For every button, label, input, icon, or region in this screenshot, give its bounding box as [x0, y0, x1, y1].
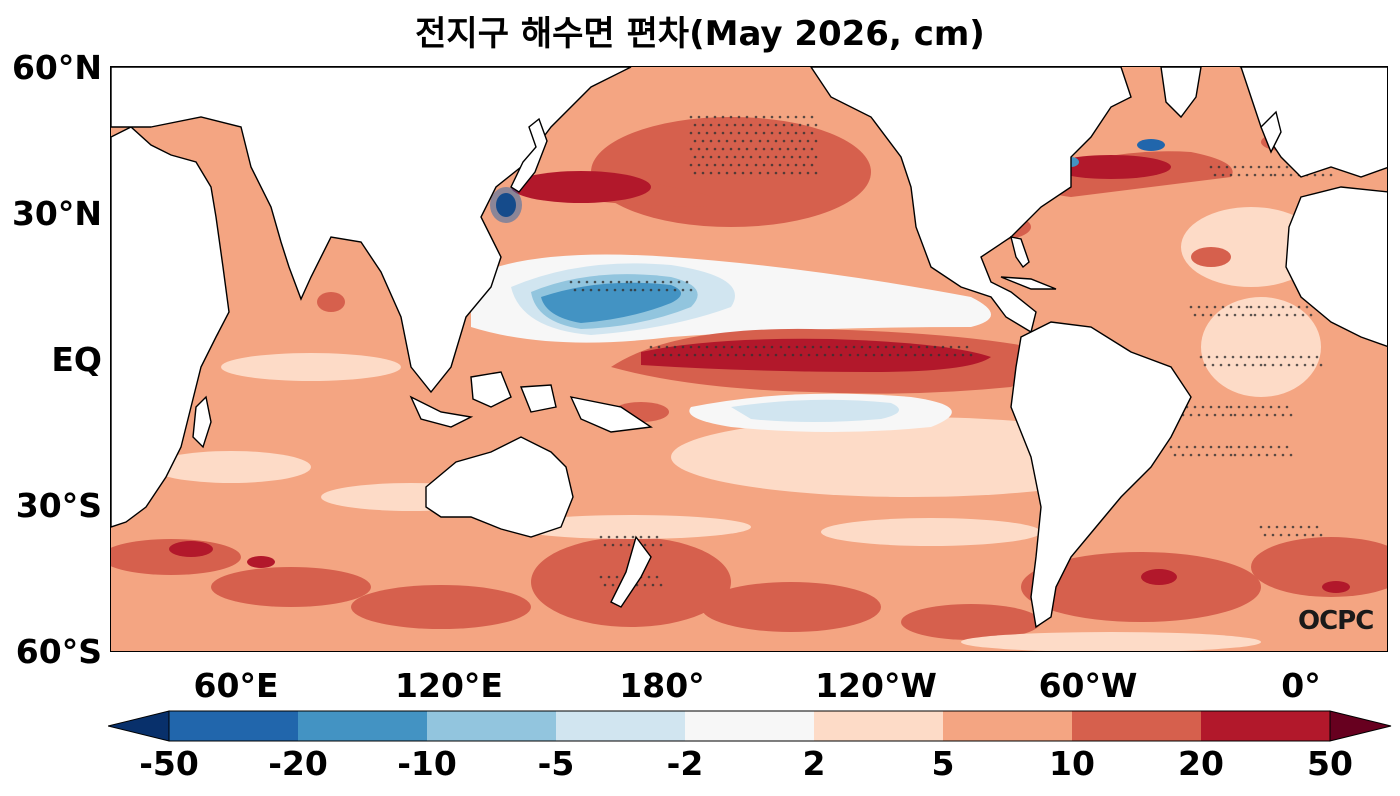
japan-landmass — [510, 117, 548, 193]
australia-landmass — [425, 436, 574, 538]
y-axis-label-30n: 30°N — [11, 194, 102, 233]
colorbar-segment — [814, 711, 943, 741]
sea-level-anomaly-map — [110, 66, 1388, 652]
x-axis-label-120w: 120°W — [815, 666, 937, 705]
western-pacific-negative-anomaly — [541, 282, 681, 323]
colorbar-segment — [169, 711, 298, 741]
x-axis-label-60e: 60°E — [193, 666, 279, 705]
land-masses — [111, 67, 1387, 629]
colorbar-segment — [943, 711, 1072, 741]
y-axis-label-eq: EQ — [51, 340, 102, 379]
colorbar-label: -5 — [537, 744, 575, 783]
west-africa-landmass — [1285, 186, 1387, 348]
colorbar-segment — [298, 711, 427, 741]
colorbar-label: -10 — [397, 744, 457, 783]
kuroshio-extension-anomaly — [511, 171, 651, 203]
x-axis-label-0: 0° — [1281, 666, 1321, 705]
europe-landmass — [1240, 67, 1387, 178]
africa-landmass — [111, 126, 230, 528]
colorbar-label: 20 — [1178, 744, 1224, 783]
colorbar-segment — [685, 711, 814, 741]
south-america-landmass — [1010, 321, 1192, 629]
colorbar-segment — [427, 711, 556, 741]
new-zealand-landmass — [610, 535, 652, 608]
anomaly-field — [111, 67, 1387, 651]
colorbar-label: 2 — [802, 744, 826, 783]
greenland-landmass — [1160, 67, 1202, 119]
eurasia-landmass — [111, 67, 632, 394]
north-america-landmass — [810, 67, 1132, 334]
colorbar-label: -50 — [139, 744, 199, 783]
colorbar-label: -2 — [666, 744, 704, 783]
y-axis-label-30s: 30°S — [15, 486, 102, 525]
colorbar-segment — [1072, 711, 1201, 741]
colorbar — [108, 710, 1392, 742]
colorbar-label: 5 — [931, 744, 955, 783]
x-axis-label-120e: 120°E — [395, 666, 503, 705]
southern-ocean-positive-patches — [111, 537, 1387, 640]
ocpc-logo: OCPC — [1298, 606, 1374, 636]
colorbar-label: -20 — [268, 744, 328, 783]
colorbar-label: 10 — [1049, 744, 1095, 783]
colorbar-label: 50 — [1307, 744, 1353, 783]
colorbar-segment — [556, 711, 685, 741]
x-axis-label-60w: 60°W — [1038, 666, 1138, 705]
map-title: 전지구 해수면 편차(May 2026, cm) — [415, 14, 985, 54]
southern-ocean-strong-patches — [169, 541, 1350, 593]
colorbar-segment — [1201, 711, 1330, 741]
x-axis-label-180: 180° — [619, 666, 705, 705]
y-axis-label-60s: 60°S — [15, 632, 102, 671]
y-axis-label-60n: 60°N — [11, 48, 102, 87]
colorbar-extend-max — [1329, 710, 1392, 742]
colorbar-extend-min — [108, 710, 170, 742]
